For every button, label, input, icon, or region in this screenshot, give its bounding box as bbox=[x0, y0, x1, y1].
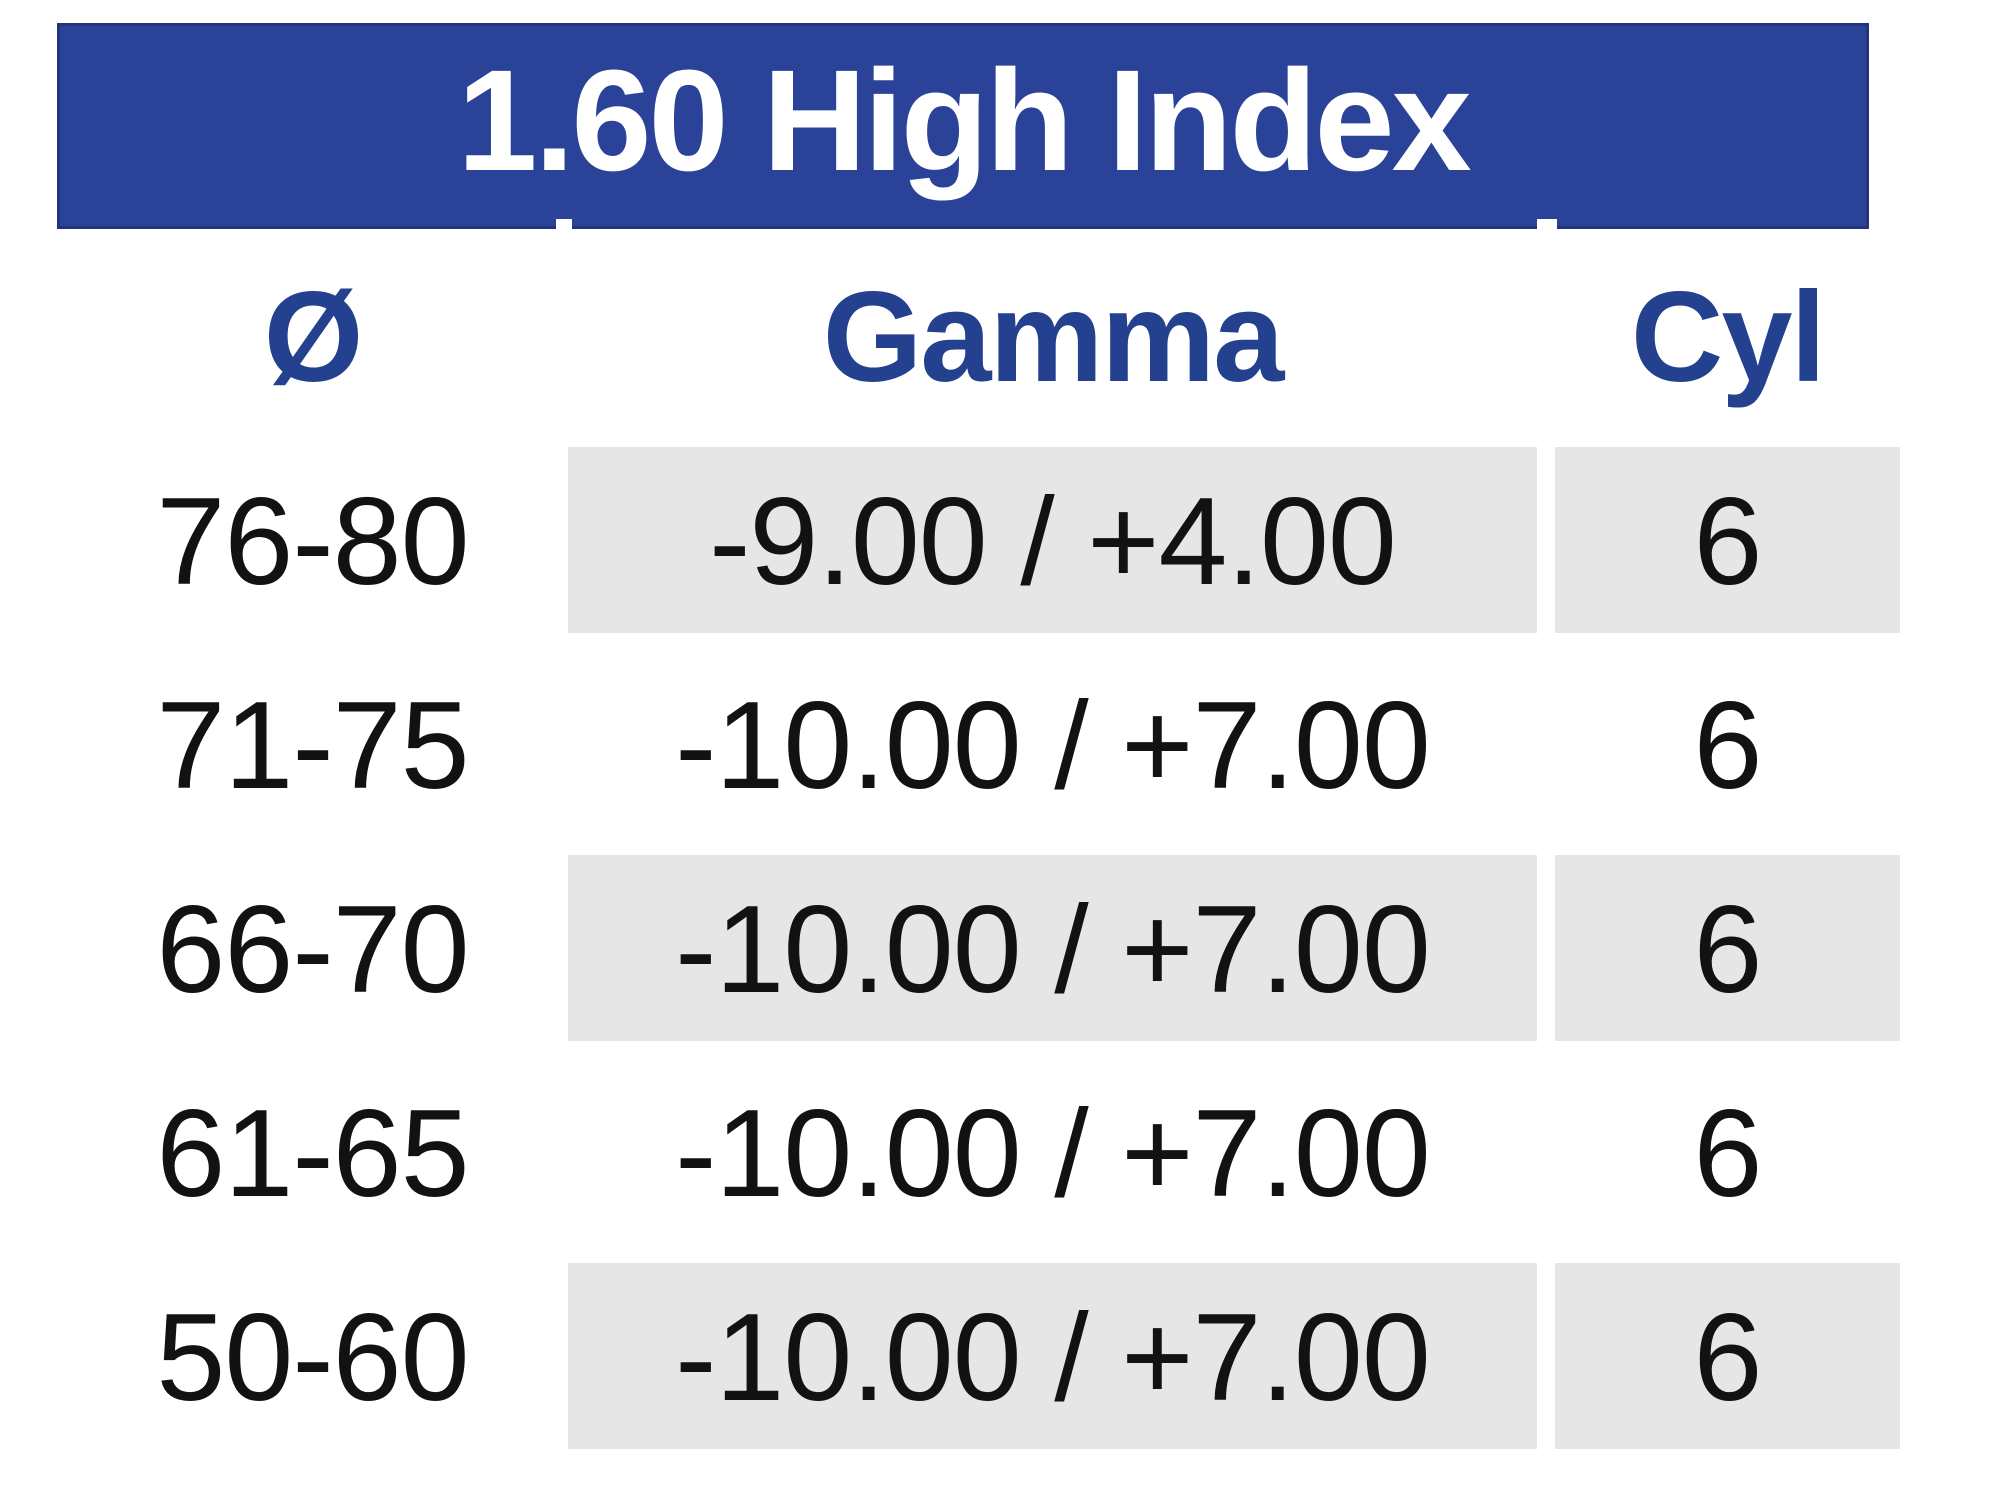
table-row: 66-70 -10.00 / +7.00 6 bbox=[0, 855, 2000, 1041]
gamma-cell: -10.00 / +7.00 bbox=[568, 1263, 1537, 1449]
diameter-cell: 61-65 bbox=[156, 1085, 469, 1223]
column-header-cyl: Cyl bbox=[1630, 265, 1826, 409]
gamma-cell: -10.00 / +7.00 bbox=[675, 677, 1431, 815]
cyl-cell: 6 bbox=[1693, 1085, 1763, 1223]
diameter-cell: 66-70 bbox=[156, 881, 469, 1019]
cyl-cell: 6 bbox=[1555, 447, 1900, 633]
diameter-cell: 71-75 bbox=[156, 677, 469, 815]
title-bar: 1.60 High Index bbox=[57, 23, 1869, 229]
title-bar-notch bbox=[556, 219, 572, 229]
column-header-diameter: Ø bbox=[263, 265, 364, 409]
page-title: 1.60 High Index bbox=[457, 40, 1471, 201]
gamma-cell: -9.00 / +4.00 bbox=[568, 447, 1537, 633]
table-row: 61-65 -10.00 / +7.00 6 bbox=[0, 1059, 2000, 1245]
diameter-cell: 50-60 bbox=[156, 1289, 469, 1427]
gamma-cell: -10.00 / +7.00 bbox=[675, 1085, 1431, 1223]
table-row: 71-75 -10.00 / +7.00 6 bbox=[0, 651, 2000, 837]
title-bar-notch bbox=[1537, 219, 1557, 229]
gamma-cell: -10.00 / +7.00 bbox=[568, 855, 1537, 1041]
column-header-row: Ø Gamma Cyl bbox=[0, 252, 2000, 422]
table-row: 76-80 -9.00 / +4.00 6 bbox=[0, 447, 2000, 633]
cyl-cell: 6 bbox=[1693, 677, 1763, 815]
cyl-cell: 6 bbox=[1555, 1263, 1900, 1449]
column-header-gamma: Gamma bbox=[822, 265, 1285, 409]
table-row: 50-60 -10.00 / +7.00 6 bbox=[0, 1263, 2000, 1449]
diameter-cell: 76-80 bbox=[156, 473, 469, 611]
cyl-cell: 6 bbox=[1555, 855, 1900, 1041]
